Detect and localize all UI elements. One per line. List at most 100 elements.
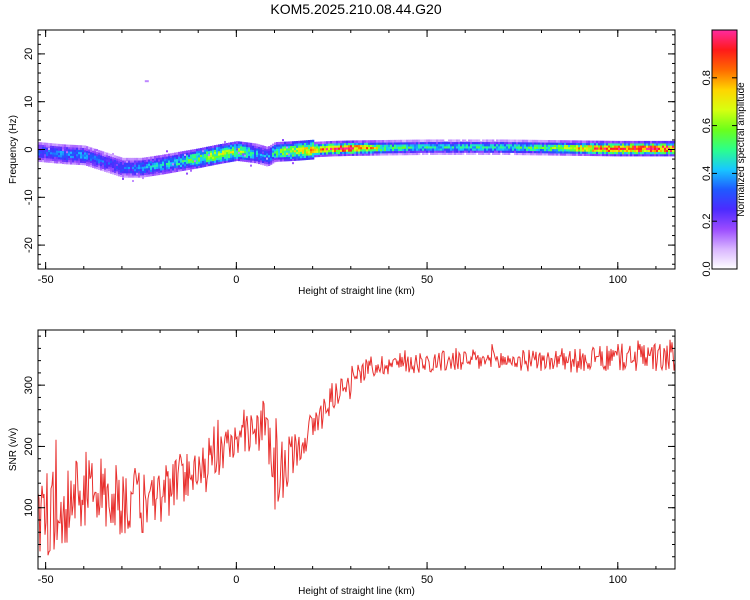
spectrogram-cell [672,149,675,153]
spectrogram-cell [438,145,441,149]
spectrogram-cell [586,149,589,152]
spectrogram-cell [70,159,73,163]
spectrogram-cell [164,154,167,157]
spectrogram-cell [92,158,95,162]
spectrogram-cell [658,151,661,155]
spectrogram-cell [38,142,41,145]
spectrogram-cell [608,153,611,157]
spectrogram-cell [378,150,381,154]
spectrogram-cell [218,155,221,158]
spectrogram-cell [366,150,369,154]
spectrogram-cell [84,162,87,166]
spectrogram-cell [198,152,201,156]
spectrogram-cell [102,151,105,154]
spectrogram-cell [638,145,641,148]
spectrogram-cell [650,140,653,144]
spectrogram-cell [374,146,377,150]
spectrogram-cell [230,152,233,156]
spectrogram-cell [370,148,373,152]
spectrogram-cell [504,145,507,149]
spectrogram-cell [606,151,609,155]
spectrogram-cell [162,167,165,171]
x-tick-label: 100 [609,274,627,286]
spectrogram-cell [274,148,277,152]
spectrogram-cell [538,146,541,149]
spectrogram-cell [332,149,335,153]
spectrogram-cell [244,144,247,147]
spectrogram-cell [182,157,185,161]
spectrogram-cell [666,153,669,157]
spectrogram-cell [338,145,341,148]
spectrogram-cell [94,165,97,169]
spectrogram-cell [312,154,315,158]
spectrogram-cell [546,150,549,154]
spectrogram-cell [646,151,649,155]
spectrogram-cell [288,143,291,147]
spectrogram-cell [110,171,113,174]
spectrogram-cell [260,149,263,152]
spectrogram-cell [402,148,405,151]
spectrogram-cell [366,144,369,148]
spectrogram-cell [108,168,111,171]
spectrogram-cell [58,148,61,151]
spectrogram-cell [84,147,87,151]
spectrogram-cell [322,154,325,157]
spectrogram-cell [346,151,349,154]
spectrogram-cell [72,153,75,157]
spectrogram-cell [296,145,299,148]
spectrogram-cell [48,142,51,146]
spectrogram-cell [392,139,395,143]
spectrogram-cell [204,153,207,157]
spectrogram-cell [62,148,64,151]
spectrogram-cell [532,144,535,147]
spectrogram-cell [386,142,389,145]
spectrogram-cell [436,145,439,149]
spectrogram-cell [196,157,199,160]
spectrogram-cell [188,154,191,157]
spectrogram-cell [82,160,85,164]
spectrogram-cell [446,141,449,145]
spectrogram-cell [362,146,365,150]
spectrogram-cell [84,149,87,153]
spectrogram-cell [224,145,227,149]
spectrogram-cell [654,149,657,153]
spectrogram-cell [290,141,293,144]
spectrogram-cell [156,168,159,172]
spectrogram-cell [94,150,97,154]
spectrogram-cell [470,141,473,145]
spectrogram-cell [254,160,257,164]
spectrogram-cell [46,142,49,146]
spectrogram-cell [602,153,605,157]
spectrogram-cell [426,139,429,143]
spectrogram-cell [372,148,375,152]
spectrogram-cell [178,169,181,172]
spectrogram-cell [488,141,491,145]
spectrogram-cell [316,141,319,145]
spectrogram-cell [208,154,210,157]
spectrogram-cell [290,147,293,151]
spectrogram-cell [422,150,425,153]
spectrogram-cell [328,153,331,157]
spectrogram-cell [164,162,167,166]
spectrogram-cell [394,152,397,156]
spectrogram-cell [418,148,421,151]
spectrogram-cell [320,143,323,147]
spectrogram-cell [244,154,246,157]
spectrogram-cell [40,142,43,145]
spectrogram-cell [294,154,297,157]
spectrogram-cell [64,148,67,152]
spectrogram-cell [500,145,503,149]
spectrogram-cell [112,163,115,166]
spectrogram-cell [52,145,55,149]
spectrogram-cell [110,156,113,159]
spectrogram-cell [334,153,337,157]
spectrogram-cell [544,139,547,143]
spectrogram-cell [156,172,159,176]
spectrogram-cell [96,153,99,157]
x-tick-label: -50 [38,274,54,286]
spectrogram-cell [112,152,114,155]
spectrogram-cell [398,141,401,145]
spectrogram-cell [60,150,63,154]
spectrogram-cell [202,158,205,161]
spectrogram-cell [128,157,131,161]
